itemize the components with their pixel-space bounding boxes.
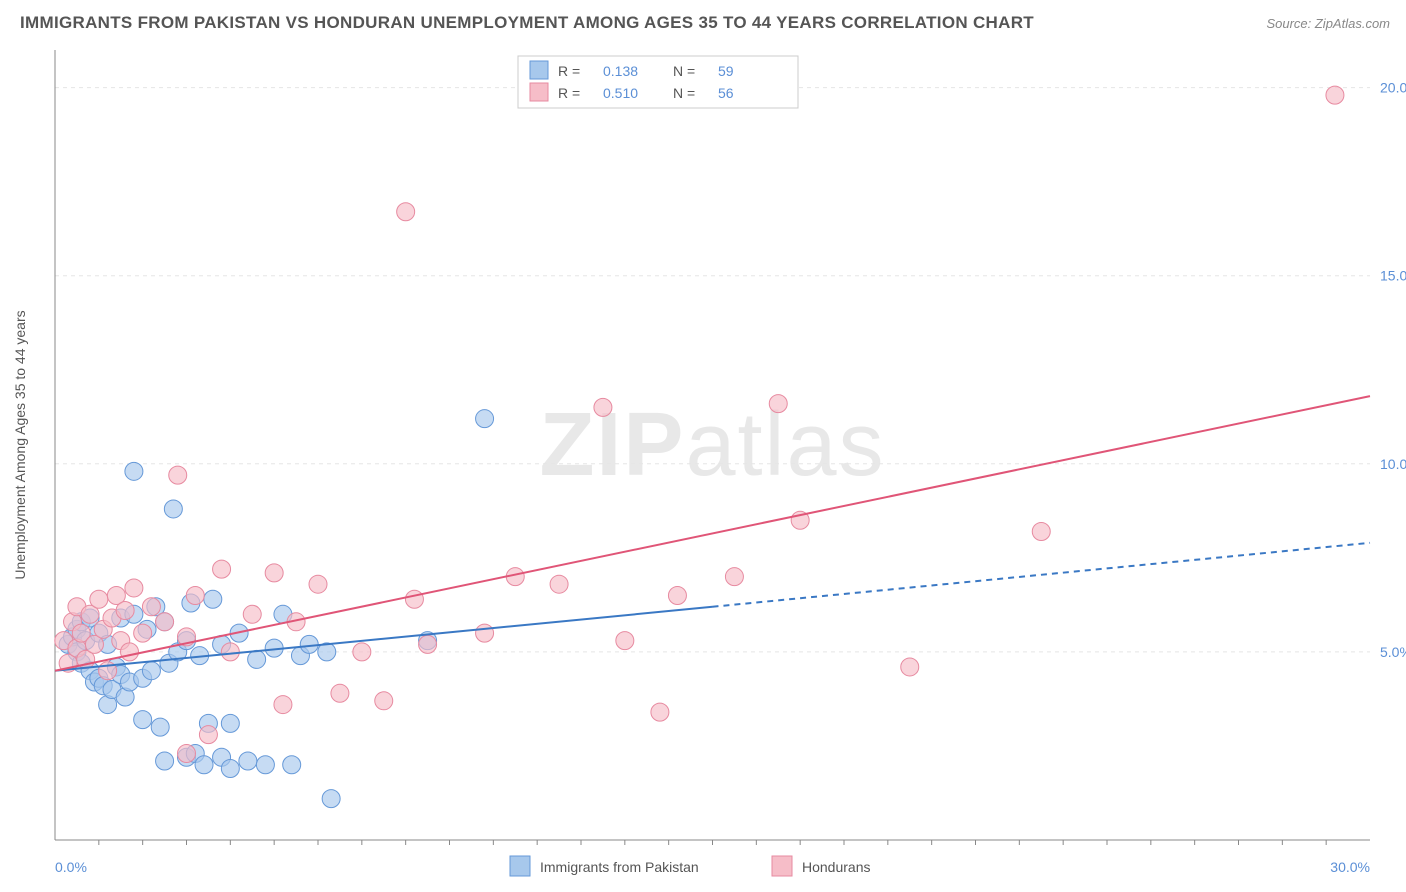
legend-bottom-label-hondurans: Hondurans [802, 859, 871, 875]
y-tick-label: 5.0% [1380, 644, 1406, 660]
point-hondurans [1032, 523, 1050, 541]
point-pakistan [151, 718, 169, 736]
point-pakistan [221, 714, 239, 732]
point-hondurans [353, 643, 371, 661]
point-hondurans [134, 624, 152, 642]
legend-swatch-pakistan [530, 61, 548, 79]
point-hondurans [156, 613, 174, 631]
legend-r-label: R = [558, 85, 580, 101]
regression-pakistan-extrapolated [713, 543, 1371, 607]
legend-swatch-hondurans [530, 83, 548, 101]
point-hondurans [213, 560, 231, 578]
point-pakistan [164, 500, 182, 518]
point-hondurans [725, 568, 743, 586]
point-pakistan [322, 790, 340, 808]
point-hondurans [199, 726, 217, 744]
chart-svg: IMMIGRANTS FROM PAKISTAN VS HONDURAN UNE… [0, 0, 1406, 892]
point-hondurans [550, 575, 568, 593]
legend-r-value: 0.510 [603, 85, 638, 101]
chart-title: IMMIGRANTS FROM PAKISTAN VS HONDURAN UNE… [20, 13, 1034, 32]
point-pakistan [476, 410, 494, 428]
point-hondurans [1326, 86, 1344, 104]
point-pakistan [221, 760, 239, 778]
legend-n-label: N = [673, 85, 695, 101]
regression-pakistan [55, 607, 713, 671]
y-tick-label: 10.0% [1380, 456, 1406, 472]
y-axis-label: Unemployment Among Ages 35 to 44 years [12, 310, 28, 579]
point-hondurans [476, 624, 494, 642]
correlation-chart: IMMIGRANTS FROM PAKISTAN VS HONDURAN UNE… [0, 0, 1406, 892]
legend-n-label: N = [673, 63, 695, 79]
point-hondurans [125, 579, 143, 597]
point-hondurans [668, 586, 686, 604]
point-pakistan [134, 711, 152, 729]
point-hondurans [769, 395, 787, 413]
point-pakistan [283, 756, 301, 774]
point-hondurans [169, 466, 187, 484]
y-tick-label: 15.0% [1380, 268, 1406, 284]
point-pakistan [204, 590, 222, 608]
point-hondurans [221, 643, 239, 661]
point-pakistan [142, 662, 160, 680]
point-hondurans [142, 598, 160, 616]
watermark: ZIPatlas [539, 395, 885, 495]
legend-bottom-swatch-hondurans [772, 856, 792, 876]
legend-r-value: 0.138 [603, 63, 638, 79]
x-tick-label: 0.0% [55, 859, 87, 875]
point-hondurans [901, 658, 919, 676]
point-hondurans [265, 564, 283, 582]
x-tick-label: 30.0% [1330, 859, 1370, 875]
point-hondurans [121, 643, 139, 661]
legend-bottom-swatch-pakistan [510, 856, 530, 876]
point-hondurans [243, 605, 261, 623]
point-hondurans [375, 692, 393, 710]
point-hondurans [397, 203, 415, 221]
source-label: Source: ZipAtlas.com [1266, 16, 1390, 31]
legend-bottom-label-pakistan: Immigrants from Pakistan [540, 859, 699, 875]
point-hondurans [186, 586, 204, 604]
point-pakistan [156, 752, 174, 770]
point-pakistan [256, 756, 274, 774]
point-pakistan [125, 462, 143, 480]
point-hondurans [309, 575, 327, 593]
point-hondurans [274, 696, 292, 714]
point-hondurans [178, 744, 196, 762]
legend-r-label: R = [558, 63, 580, 79]
point-pakistan [248, 650, 266, 668]
point-hondurans [616, 632, 634, 650]
point-pakistan [195, 756, 213, 774]
point-hondurans [651, 703, 669, 721]
point-hondurans [90, 590, 108, 608]
y-tick-label: 20.0% [1380, 80, 1406, 96]
point-hondurans [594, 398, 612, 416]
point-hondurans [116, 602, 134, 620]
point-hondurans [331, 684, 349, 702]
legend-n-value: 59 [718, 63, 734, 79]
point-hondurans [419, 635, 437, 653]
legend-n-value: 56 [718, 85, 734, 101]
point-pakistan [239, 752, 257, 770]
point-hondurans [405, 590, 423, 608]
